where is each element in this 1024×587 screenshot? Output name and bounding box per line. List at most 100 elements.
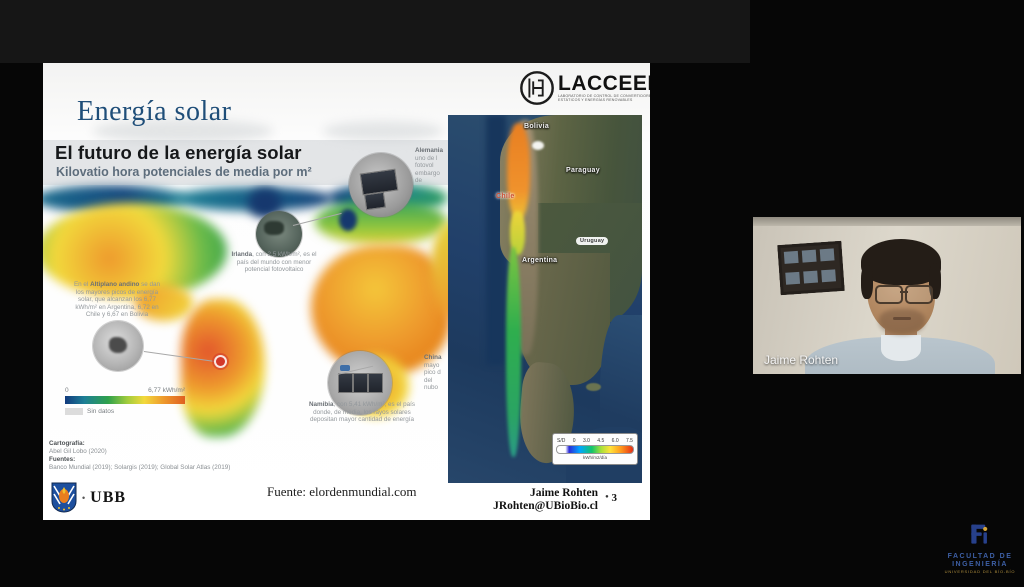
- glasses-bridge: [900, 291, 908, 293]
- annotation-line: del: [424, 376, 433, 384]
- solar-panel-photo: [353, 373, 368, 393]
- annotation-bold: Namibia: [308, 401, 334, 408]
- slide-source-text: Fuente: elordenmundial.com: [267, 484, 417, 499]
- ubb-logo: • UBB: [51, 482, 126, 513]
- presenter-name: Jaime Rohten: [529, 487, 598, 499]
- infographic-subheading: Kilovatio hora potenciales de media por …: [56, 165, 312, 179]
- presenter-credit: Jaime Rohten JRohten@UBioBio.cl: [493, 487, 598, 513]
- no-data-swatch: [65, 408, 83, 415]
- lacceer-name: LACCEER: [558, 71, 650, 95]
- map-blob-north-america: [43, 203, 227, 299]
- participant-name-label: Jaime Rohten: [764, 353, 839, 367]
- presenter-collar: [881, 335, 921, 361]
- namibia-photo-inset: [328, 351, 392, 415]
- annotation-line: embargo: [415, 169, 440, 177]
- presenter-beard-shadow: [879, 309, 925, 335]
- sa-tick: 0: [572, 438, 576, 444]
- sa-label-paraguay: Paraguay: [566, 167, 600, 174]
- sa-legend-unit: kWh/m2/día: [582, 455, 607, 460]
- picture-frame: [777, 240, 845, 296]
- frame-photo: [803, 270, 819, 284]
- irlanda-photo-detail: [264, 221, 284, 235]
- facultad-ingenieria-logo: FACULTAD DE INGENIERÍA UNIVERSIDAD DEL B…: [938, 522, 1022, 582]
- sa-label-uruguay: Uruguay: [576, 237, 609, 245]
- irlanda-photo-inset: [256, 211, 302, 257]
- map-blob-africa: [311, 245, 451, 375]
- legend-max-label: 6,77 kWh/m²: [148, 387, 185, 394]
- map-outline-wisp: [323, 121, 443, 141]
- sa-tick: 6.0: [611, 438, 619, 444]
- sa-label-bolivia: Bolivia: [524, 123, 550, 130]
- presenter-hair: [861, 239, 941, 285]
- sa-label-argentina: Argentina: [522, 257, 558, 264]
- location-marker-icon: [216, 357, 225, 366]
- annotation-line: mayo: [424, 361, 440, 369]
- annotation-bold: Irlanda: [231, 251, 253, 258]
- sources-label: Fuentes:: [49, 456, 76, 463]
- map-blob-british-isles: [339, 209, 357, 231]
- sa-salar-patch: [532, 141, 544, 150]
- annotation-china: China mayo pico d del nubo: [424, 354, 484, 392]
- alemania-photo-inset: [349, 153, 413, 217]
- lacceer-wordmark: LACCEER LABORATORIO DE CONTROL DE CONVER…: [558, 71, 650, 103]
- solar-panel-photo: [363, 191, 387, 211]
- annotation-line: de: [415, 177, 423, 185]
- south-america-map: Bolivia Paraguay Chile Argentina Uruguay…: [448, 115, 642, 483]
- glasses-left-lens: [875, 285, 903, 304]
- frame-photo: [819, 248, 835, 262]
- page-bullet: ●: [605, 494, 609, 500]
- salar-photo-detail: [109, 337, 127, 353]
- solar-overlay-south: [506, 247, 521, 457]
- annotation-line: nubo: [424, 384, 439, 392]
- legend-no-data: Sin datos: [65, 408, 114, 415]
- frame-photo: [783, 250, 799, 264]
- map-blob-central-america: [135, 285, 193, 321]
- slide-title: Energía solar: [77, 96, 232, 127]
- annotation-irlanda: Irlanda, con 2,5 kWh/m², es el país del …: [228, 251, 320, 274]
- no-data-label: Sin datos: [87, 408, 115, 415]
- solar-panel-photo: [368, 373, 383, 393]
- ubb-wordmark: UBB: [90, 488, 127, 506]
- solar-overlay-center: [510, 211, 525, 255]
- solar-panel-photo-detail: [340, 365, 350, 371]
- sa-tick: 7.5: [626, 438, 633, 444]
- presenter-mouth: [893, 317, 911, 320]
- annotation-text: , con 5,41 kWh/m², es el país donde, de …: [310, 401, 416, 424]
- sa-tick: 3.0: [582, 438, 590, 444]
- sa-label-chile: Chile: [496, 193, 515, 200]
- ubb-crest-icon: [51, 482, 77, 513]
- cartography-value: Abel Gil Lobo (2020): [49, 448, 107, 455]
- annotation-line: uno de l: [415, 154, 438, 162]
- wall-ceiling-line: [753, 217, 1021, 226]
- annotation-alemania: Alemania uno de l fotovol embargo de: [415, 147, 485, 185]
- annotation-line: pico d: [424, 369, 441, 377]
- faculty-name-line2: INGENIERÍA: [952, 561, 1008, 568]
- annotation-text: , con 2,5 kWh/m², es el país del mundo c…: [236, 251, 317, 274]
- sa-legend-ticks: S/D 0 3.0 4.5 6.0 7.5: [557, 438, 633, 444]
- annotation-line: fotovol: [415, 162, 434, 170]
- annotation-bold: China: [424, 354, 442, 361]
- fi-monogram-icon: [971, 524, 988, 544]
- lacceer-transistor-icon: [520, 71, 554, 105]
- solar-panel-photo: [338, 373, 353, 393]
- page-number: 3: [611, 492, 618, 504]
- presenter-email: JRohten@UBioBio.cl: [493, 500, 598, 512]
- annotation-bold: Altiplano andino: [90, 281, 140, 288]
- sa-tick: 4.5: [597, 438, 605, 444]
- sa-legend-gradient-bar: [556, 445, 634, 454]
- annotation-text: se dan los mayores picos de energía sola…: [75, 281, 161, 319]
- sa-map-legend: S/D 0 3.0 4.5 6.0 7.5 kWh/m2/día: [552, 433, 638, 465]
- legend-min-label: 0: [65, 387, 69, 394]
- faculty-name-line1: FACULTAD DE: [947, 553, 1013, 560]
- sources-value: Banco Mundial (2019); Solargis (2019); G…: [49, 464, 231, 471]
- cartography-label: Cartografía:: [49, 440, 85, 447]
- frame-photo: [801, 249, 817, 263]
- altiplano-photo-inset: [93, 321, 143, 371]
- lacceer-subtitle-1: LABORATORIO DE CONTROL DE CONVERTIDORES: [558, 93, 650, 98]
- solar-overlay-north: [507, 123, 530, 219]
- faculty-name-line3: UNIVERSIDAD DEL BÍO-BÍO: [944, 569, 1016, 574]
- annotation-namibia: Namibia, con 5,41 kWh/m², es el país don…: [301, 401, 423, 424]
- webcam-tile[interactable]: Jaime Rohten: [753, 217, 1021, 374]
- slide-page-number: ● 3: [605, 492, 617, 504]
- sa-tick: S/D: [557, 438, 566, 444]
